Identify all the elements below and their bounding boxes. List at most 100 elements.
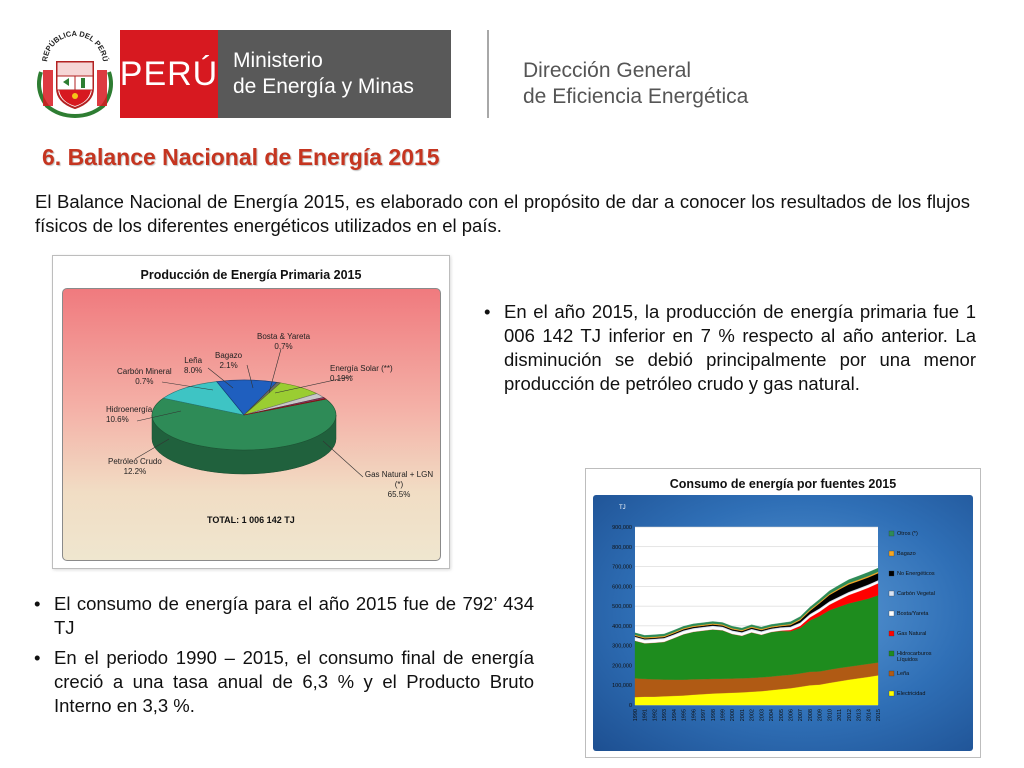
area-x-tick-label: 2004 [769, 709, 775, 721]
pie-leader-line-1 [246, 364, 254, 389]
pie-leader-line-6 [134, 438, 170, 460]
area-x-tick-label: 2003 [759, 709, 765, 721]
area-x-tick-label: 1993 [662, 709, 668, 721]
area-x-tick-label: 1994 [672, 709, 678, 721]
area-legend-label: Carbón Vegetal [897, 591, 935, 597]
area-legend-swatch [888, 690, 895, 697]
area-x-tick-label: 2013 [857, 709, 863, 721]
area-legend-swatch [888, 550, 895, 557]
area-x-tick-label: 2001 [740, 709, 746, 721]
pie-label-hidro: Hidroenergía 10.6% [106, 405, 153, 424]
area-x-tick-label: 1990 [633, 709, 639, 721]
area-legend-label: Otros (*) [897, 531, 918, 537]
direction-name: Dirección General de Eficiencia Energéti… [523, 58, 748, 110]
area-x-tick-label: 1991 [643, 709, 649, 721]
area-x-tick-label: 1992 [652, 709, 658, 721]
area-legend-label: Electricidad [897, 691, 925, 697]
area-legend-swatch [888, 530, 895, 537]
pie-label-bosta: Bosta & Yareta 0.7% [257, 332, 311, 351]
pie-leader-line-3 [161, 381, 214, 391]
pie-label-carbon: Carbón Mineral 0.7% [117, 367, 172, 386]
svg-text:REPÚBLICA DEL PERÚ: REPÚBLICA DEL PERÚ [40, 30, 110, 62]
area-y-tick-label: 100,000 [612, 683, 632, 689]
area-x-tick-label: 2014 [866, 709, 872, 721]
area-x-tick-label: 1995 [682, 709, 688, 721]
area-legend-swatch [888, 670, 895, 677]
pie-total-label: TOTAL: 1 006 142 TJ [207, 515, 295, 525]
pie-chart-svg [134, 348, 364, 478]
area-y-tick-label: 700,000 [612, 565, 632, 571]
area-y-unit-label: TJ [619, 505, 626, 511]
area-y-tick-label: 300,000 [612, 644, 632, 650]
list-item: En el periodo 1990 – 2015, el consumo fi… [30, 646, 534, 718]
area-x-tick-label: 2002 [750, 709, 756, 721]
area-legend-label: Bosta/Yareta [897, 611, 929, 617]
area-x-tick-label: 2008 [808, 709, 814, 721]
area-x-tick-label: 2009 [818, 709, 824, 721]
peru-brand-text: PERÚ [119, 54, 219, 93]
primary-energy-pie-chart: Producción de Energía Primaria 2015 Bost… [52, 255, 450, 569]
pie-chart-panel: Bosta & Yareta 0.7% Bagazo 2.1% Leña 8.0% C… [62, 288, 441, 561]
energy-consumption-area-chart: Consumo de energía por fuentes 2015 TJ 0 1… [585, 468, 981, 758]
pie-label-solar: Energía Solar (**) 0.19% [330, 364, 393, 383]
pie-leader-line-5 [136, 410, 182, 422]
area-legend-label: Líquidos [897, 657, 918, 663]
consumption-bullet-list: El consumo de energía para el año 2015 f… [30, 592, 534, 724]
pie-leader-line-4 [274, 375, 354, 394]
area-x-tick-label: 1999 [720, 709, 726, 721]
area-legend-swatch [888, 610, 895, 617]
area-y-tick-label: 500,000 [612, 604, 632, 610]
ministry-line-2: de Energía y Minas [233, 75, 414, 98]
area-legend-label: Bagazo [897, 551, 916, 557]
area-y-tick-label: 400,000 [612, 624, 632, 630]
area-x-tick-label: 2010 [827, 709, 833, 721]
area-legend-label: Leña [897, 671, 910, 677]
area-legend-label: Hidrocarburos [897, 651, 932, 657]
area-chart-svg: TJ 0 100,000 200,000 300,000 400,000 500,000 60… [612, 505, 935, 721]
area-series-8 [634, 567, 879, 638]
direction-line-1: Dirección General [523, 59, 692, 82]
direction-line-2: de Eficiencia Energética [523, 85, 749, 108]
area-y-tick-label: 600,000 [612, 584, 632, 590]
area-y-tick-label: 900,000 [612, 525, 632, 531]
area-x-tick-label: 1998 [711, 709, 717, 721]
area-legend-swatch [888, 570, 895, 577]
area-x-tick-label: 2007 [798, 709, 804, 721]
ministry-name-box: Ministerio de Energía y Minas [218, 30, 451, 118]
pie-label-lena: Leña 8.0% [184, 356, 203, 375]
production-bullet-list: En el año 2015, la producción de energía… [480, 300, 976, 396]
area-x-tick-label: 2015 [876, 709, 882, 721]
area-x-tick-label: 2012 [847, 709, 853, 721]
area-x-tick-label: 2011 [837, 709, 843, 721]
area-x-tick-label: 2006 [789, 709, 795, 721]
header-divider [487, 30, 489, 118]
list-item: El consumo de energía para el año 2015 f… [30, 592, 534, 640]
intro-paragraph: El Balance Nacional de Energía 2015, es … [35, 191, 970, 236]
peru-brand-logo: PERÚ [120, 30, 218, 118]
pie-label-bagazo: Bagazo 2.1% [215, 351, 243, 370]
pie-leader-line-0 [268, 348, 282, 394]
pie-chart-title: Producción de Energía Primaria 2015 [140, 268, 362, 282]
pie-slice-1 [162, 381, 245, 416]
area-x-tick-label: 1997 [701, 709, 707, 721]
area-x-tick-label: 2005 [779, 709, 785, 721]
peru-coat-of-arms-logo: REPÚBLICA DEL PERÚ [33, 29, 117, 119]
pie-label-petroleo: Petróleo Crudo 12.2% [108, 457, 162, 476]
area-chart-title: Consumo de energía por fuentes 2015 [669, 477, 897, 491]
area-legend-swatch [888, 590, 895, 597]
pie-leader-line-2 [207, 367, 234, 389]
area-x-tick-label: 2000 [730, 709, 736, 721]
area-legend-label: Gas Natural [897, 631, 926, 637]
area-x-tick-label: 1996 [691, 709, 697, 721]
area-legend-label: No Energéticos [897, 571, 935, 577]
pie-leader-line-7 [322, 440, 364, 478]
area-y-tick-label: 800,000 [612, 545, 632, 551]
list-item: En el año 2015, la producción de energía… [480, 300, 976, 396]
slide-title: 6. Balance Nacional de Energía 2015 [42, 144, 440, 170]
area-chart-panel: TJ 0 100,000 200,000 300,000 400,000 500,000 60… [593, 495, 973, 751]
area-y-tick-label: 200,000 [612, 663, 632, 669]
area-y-tick-label: 0 [629, 703, 632, 709]
pie-slice-7 [243, 398, 327, 416]
area-legend-swatch [888, 630, 895, 637]
area-legend-swatch [888, 650, 895, 657]
